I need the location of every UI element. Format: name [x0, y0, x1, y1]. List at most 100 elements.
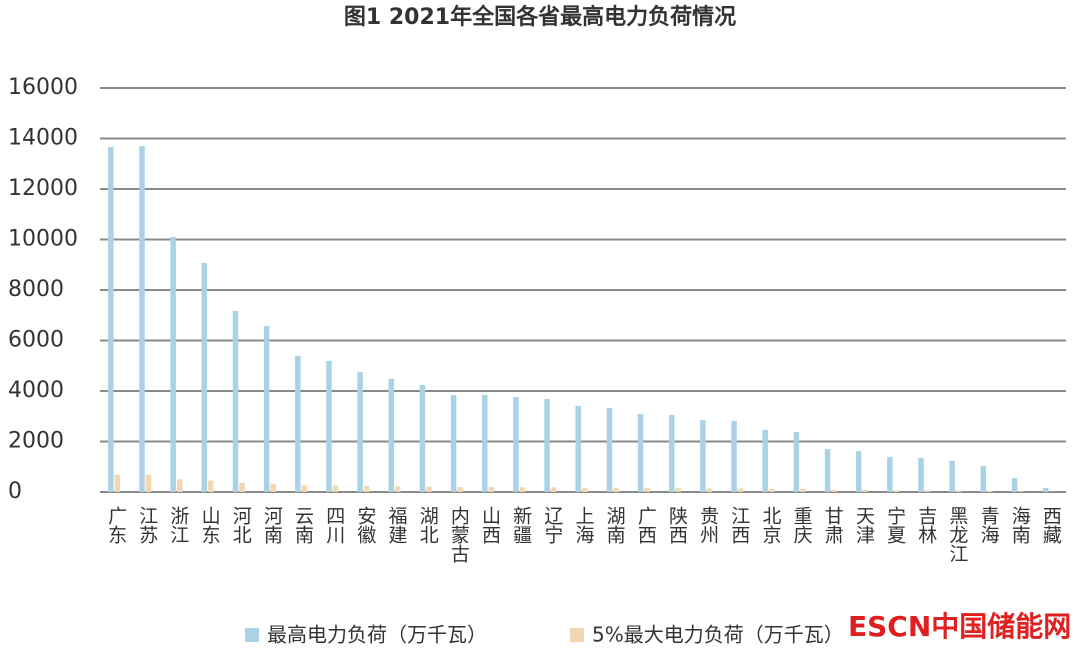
bar [519, 487, 526, 492]
x-tick-label: 新疆 [510, 506, 532, 544]
bar [762, 429, 768, 492]
x-tick-label: 西藏 [1040, 506, 1062, 545]
x-tick-label: 湖北 [417, 506, 439, 544]
y-tick-label: 16000 [8, 75, 78, 100]
bar [301, 485, 308, 492]
bar [987, 490, 993, 492]
bar [239, 482, 245, 492]
x-tick-label: 广东 [105, 506, 127, 544]
x-tick-label: 重庆 [791, 506, 813, 544]
x-tick-label: 吉林 [915, 506, 937, 544]
legend-label: 最高电力负荷（万千瓦） [267, 623, 487, 647]
x-tick-label: 天津 [853, 506, 875, 544]
bar [176, 479, 183, 492]
x-tick-label: 江西 [728, 506, 750, 544]
legend-swatch [570, 628, 584, 642]
x-tick-label: 陕西 [666, 506, 688, 544]
bar [450, 395, 457, 492]
bar [855, 451, 862, 492]
x-tick-label: 河北 [230, 506, 252, 544]
bar [1011, 478, 1018, 492]
legend-swatch [245, 628, 259, 642]
bar [737, 488, 744, 492]
bar [419, 384, 426, 492]
bar [426, 486, 432, 492]
bar [949, 460, 955, 492]
x-tick-label: 贵州 [697, 506, 719, 544]
x-tick-label: 甘肃 [822, 506, 844, 544]
bar [208, 480, 214, 492]
bar [201, 262, 208, 492]
bar [488, 487, 495, 492]
bar [270, 483, 276, 492]
x-tick-label: 安徽 [354, 506, 376, 544]
bar [139, 146, 145, 492]
bar [918, 457, 924, 492]
bar [675, 488, 681, 492]
bar [644, 488, 650, 492]
bar [793, 431, 800, 492]
x-tick-label: 云南 [292, 506, 314, 544]
x-tick-label: 湖南 [604, 506, 626, 544]
bar [980, 465, 987, 492]
bar [862, 489, 868, 492]
y-tick-label: 0 [8, 479, 22, 504]
bar [582, 487, 588, 492]
bar [668, 414, 675, 492]
bar [700, 420, 706, 492]
bar [613, 487, 619, 492]
bar [263, 326, 270, 492]
bar [955, 490, 962, 492]
x-tick-label: 山东 [199, 506, 221, 544]
watermark: ESCN中国储能网 [848, 610, 1071, 643]
y-tick-label: 14000 [8, 126, 78, 151]
bar [800, 488, 806, 492]
x-tick-label: 福建 [386, 506, 408, 544]
y-tick-label: 10000 [8, 227, 78, 252]
x-tick-label: 浙江 [167, 506, 189, 544]
bar [731, 421, 737, 492]
x-tick-label: 青海 [978, 506, 1000, 544]
x-tick-label: 辽宁 [541, 506, 563, 544]
bar [170, 236, 176, 492]
x-tick-label: 广西 [635, 506, 657, 544]
x-tick-label: 山西 [479, 506, 501, 544]
bar [108, 147, 114, 492]
bar [388, 378, 395, 492]
bar [893, 490, 900, 492]
bar [706, 488, 713, 492]
bar [482, 395, 488, 492]
legend-label: 5%最大电力负荷（万千瓦） [592, 623, 844, 647]
bar [145, 474, 152, 492]
chart-title: 图1 2021年全国各省最高电力负荷情况 [344, 4, 736, 30]
bar [924, 490, 931, 492]
x-tick-label: 宁夏 [884, 506, 906, 544]
x-tick-label: 黑龙江 [946, 506, 968, 563]
bar [357, 372, 363, 492]
y-tick-label: 6000 [8, 328, 64, 353]
bar [326, 360, 332, 492]
x-tick-label: 江苏 [136, 506, 158, 544]
bar [637, 413, 644, 492]
bar [575, 405, 581, 492]
bar [332, 485, 339, 492]
bar [550, 487, 557, 492]
x-tick-label: 海南 [1009, 506, 1031, 544]
y-tick-label: 8000 [8, 277, 64, 302]
x-tick-label: 四川 [323, 506, 345, 544]
bar [114, 474, 121, 492]
bar [606, 407, 613, 492]
bar [887, 456, 893, 492]
x-tick-label: 北京 [759, 506, 781, 545]
bar [232, 310, 239, 492]
x-tick-label: 上海 [573, 506, 595, 544]
y-tick-label: 2000 [8, 429, 64, 454]
bar [395, 486, 401, 492]
bar [457, 487, 463, 492]
x-tick-label: 河南 [261, 506, 283, 544]
bar [831, 489, 837, 492]
bar [513, 397, 519, 492]
bar [768, 488, 775, 492]
bar [295, 355, 301, 492]
